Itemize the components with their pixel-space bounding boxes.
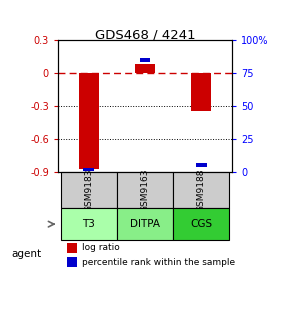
Bar (173, 172, 229, 208)
Bar (196, 163, 206, 167)
Bar (67, 257, 77, 267)
Text: GSM9163: GSM9163 (140, 168, 150, 212)
Text: percentile rank within the sample: percentile rank within the sample (82, 258, 235, 267)
Text: GDS468 / 4241: GDS468 / 4241 (95, 29, 195, 42)
Bar (67, 243, 77, 253)
Text: log ratio: log ratio (82, 243, 120, 252)
Text: DITPA: DITPA (130, 219, 160, 229)
Text: GSM9183: GSM9183 (84, 168, 93, 212)
Bar (135, 65, 155, 73)
Bar (84, 168, 94, 171)
Bar (191, 73, 211, 112)
Text: GSM9188: GSM9188 (197, 168, 206, 212)
Bar (173, 208, 229, 240)
Bar (61, 208, 117, 240)
Text: CGS: CGS (190, 219, 212, 229)
Bar (117, 172, 173, 208)
Bar (79, 73, 99, 169)
Bar (61, 172, 117, 208)
Bar (139, 58, 151, 62)
Text: agent: agent (12, 249, 42, 259)
Text: T3: T3 (82, 219, 95, 229)
Bar (117, 208, 173, 240)
